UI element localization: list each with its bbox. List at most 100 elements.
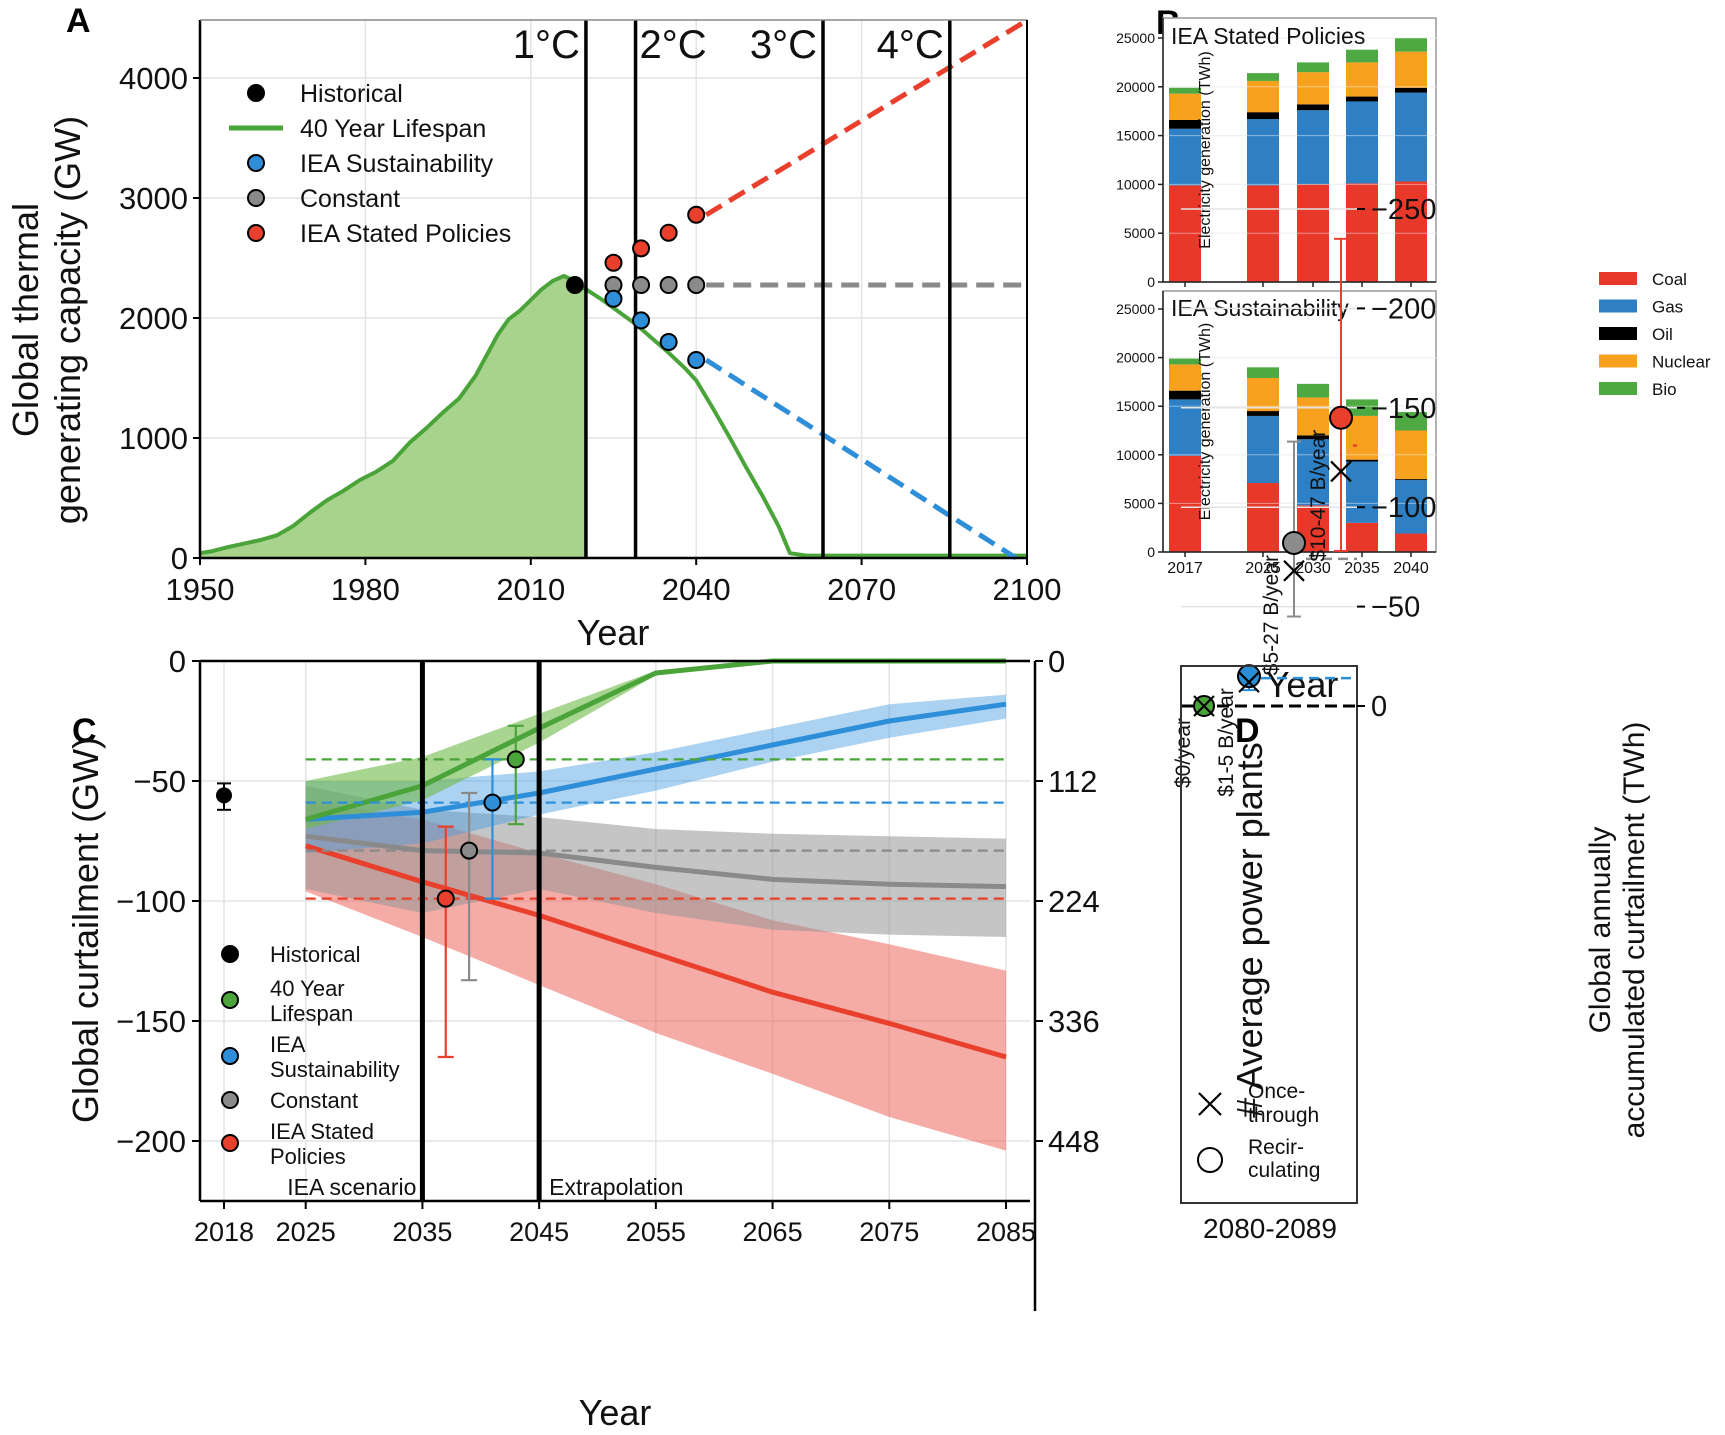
- y-tick-label: 25000: [1116, 30, 1155, 46]
- bar-nuclear: [1169, 93, 1201, 120]
- bar-gas: [1346, 461, 1378, 523]
- y-tick-label: 5000: [1124, 225, 1155, 241]
- legend-label: 40 Year: [270, 976, 345, 1001]
- panel-c-xlabel: Year: [579, 1392, 652, 1433]
- cost-label: $5-27 B/year: [1260, 555, 1283, 675]
- y-tick-label: 0: [171, 541, 188, 576]
- panel-d-ylabel: Global annually accumulated curtailment …: [1584, 722, 1651, 1139]
- legend-label: IEA Sustainability: [300, 150, 494, 178]
- legend-marker: [247, 154, 265, 172]
- panel-a-axes: 1950 1980 2010 2040 2070 2100 0 1000 2000 3000 400…: [119, 19, 1061, 607]
- legend-label: IEA: [270, 1032, 306, 1057]
- y-tick-label: 0: [1371, 691, 1387, 723]
- legend-marker: [221, 1134, 239, 1152]
- bar-bio: [1395, 412, 1427, 431]
- y-tick-label: −150: [1371, 393, 1436, 425]
- y-tick-label: −100: [1371, 492, 1436, 524]
- bar-oil: [1169, 119, 1201, 129]
- y-tick-label: −50: [1371, 592, 1420, 624]
- legend-swatch-nuclear: [1599, 354, 1637, 368]
- sustainability-point: [659, 333, 678, 351]
- panel-c-letter: C: [72, 712, 97, 750]
- bar-bio: [1247, 73, 1279, 81]
- bar-bio: [1297, 383, 1329, 398]
- y-tick-label: 4000: [119, 61, 188, 96]
- x-tick-label: 1980: [331, 572, 400, 607]
- bar-oil: [1297, 435, 1329, 440]
- legend-marker: [247, 224, 265, 242]
- cost-label: $0/year: [1172, 718, 1195, 788]
- sustainability-point: [604, 289, 623, 308]
- cost-label: $10-47 B/year: [1307, 430, 1330, 562]
- panel-d-grid: [1181, 208, 1357, 608]
- warming-label: 2°C: [640, 23, 707, 67]
- legend-label: culating: [1248, 1159, 1320, 1182]
- region-label-iea-scenario: IEA scenario: [287, 1174, 416, 1200]
- scenario-point: [436, 889, 455, 908]
- legend-label: IEA Stated: [270, 1119, 374, 1144]
- y-tick-label: 2000: [119, 301, 188, 336]
- sustainability-point: [687, 351, 706, 369]
- legend-swatch-bio: [1599, 382, 1637, 395]
- bar-gas: [1247, 415, 1279, 483]
- bar-gas: [1346, 101, 1378, 184]
- legend-label: Constant: [300, 185, 400, 213]
- bar-coal: [1169, 455, 1201, 552]
- panel-a-ylabel-line2: generating capacity (GW): [47, 116, 88, 524]
- bar-gas: [1169, 128, 1201, 186]
- y-tick-label: −200: [1371, 293, 1436, 325]
- bar-gas: [1395, 92, 1427, 182]
- y-tick-label: 5000: [1124, 495, 1155, 511]
- legend-label: Historical: [300, 80, 403, 108]
- y-tick-label: 25000: [1116, 301, 1155, 317]
- bar-oil: [1395, 87, 1427, 93]
- legend-marker: [247, 189, 265, 207]
- subplot-title: IEA Stated Policies: [1171, 23, 1365, 49]
- panel-d-body: $0/year $1-5 B/year $5-27 B/year $10-47 B/y…: [1172, 237, 1357, 797]
- panel-a-legend: Historical 40 Year Lifespan IEA Sustainabi…: [229, 80, 511, 248]
- bar-nuclear: [1247, 378, 1279, 412]
- y-right-tick-label: 336: [1048, 1004, 1100, 1039]
- bar-oil: [1395, 479, 1427, 481]
- legend-marker: [221, 1047, 239, 1065]
- bar-coal: [1297, 184, 1329, 282]
- y-tick-label: 10000: [1116, 176, 1155, 192]
- legend-label: Coal: [1652, 270, 1687, 289]
- legend-label: Lifespan: [270, 1001, 353, 1026]
- legend-swatch-oil: [1599, 327, 1637, 340]
- bar-oil: [1346, 96, 1378, 102]
- stated-policies-point: [659, 223, 678, 242]
- stated-policies-point: [632, 239, 651, 258]
- legend-label: Oil: [1652, 325, 1673, 344]
- bar-bio: [1297, 62, 1329, 73]
- once-through-point: [1283, 560, 1305, 582]
- panel-a-lifespan-fill: [200, 276, 586, 558]
- bar-coal: [1346, 522, 1378, 552]
- bar-nuclear: [1395, 430, 1427, 480]
- warming-label: 3°C: [750, 23, 817, 67]
- scenario-point: [483, 793, 502, 812]
- panel-c-points: [216, 724, 525, 1059]
- y-tick-label: −100: [116, 884, 186, 919]
- y-tick-label: 3000: [119, 181, 188, 216]
- y-axis-label: Electricity generation (TWh): [1197, 51, 1214, 248]
- x-tick-label: 2025: [276, 1217, 336, 1247]
- panel-d-xlabel: 2080-2089: [1203, 1213, 1337, 1244]
- constant-point: [687, 276, 706, 294]
- x-tick-label: 2030: [1295, 560, 1331, 577]
- x-tick-label: 2065: [743, 1217, 803, 1247]
- sustainability-extrapolation: [704, 357, 1018, 561]
- legend-label: Historical: [270, 942, 360, 967]
- y-tick-label: 20000: [1116, 350, 1155, 366]
- y-tick-label: 10000: [1116, 447, 1155, 463]
- legend-label: Nuclear: [1652, 353, 1711, 372]
- bar-oil: [1346, 459, 1378, 462]
- x-tick-label: 2035: [1344, 560, 1380, 577]
- panel-d-ylabel-line1: Global annually: [1584, 827, 1617, 1034]
- x-tick-label: 2040: [662, 572, 731, 607]
- panel-d-letter: D: [1235, 712, 1260, 750]
- y-tick-label: −150: [116, 1004, 186, 1039]
